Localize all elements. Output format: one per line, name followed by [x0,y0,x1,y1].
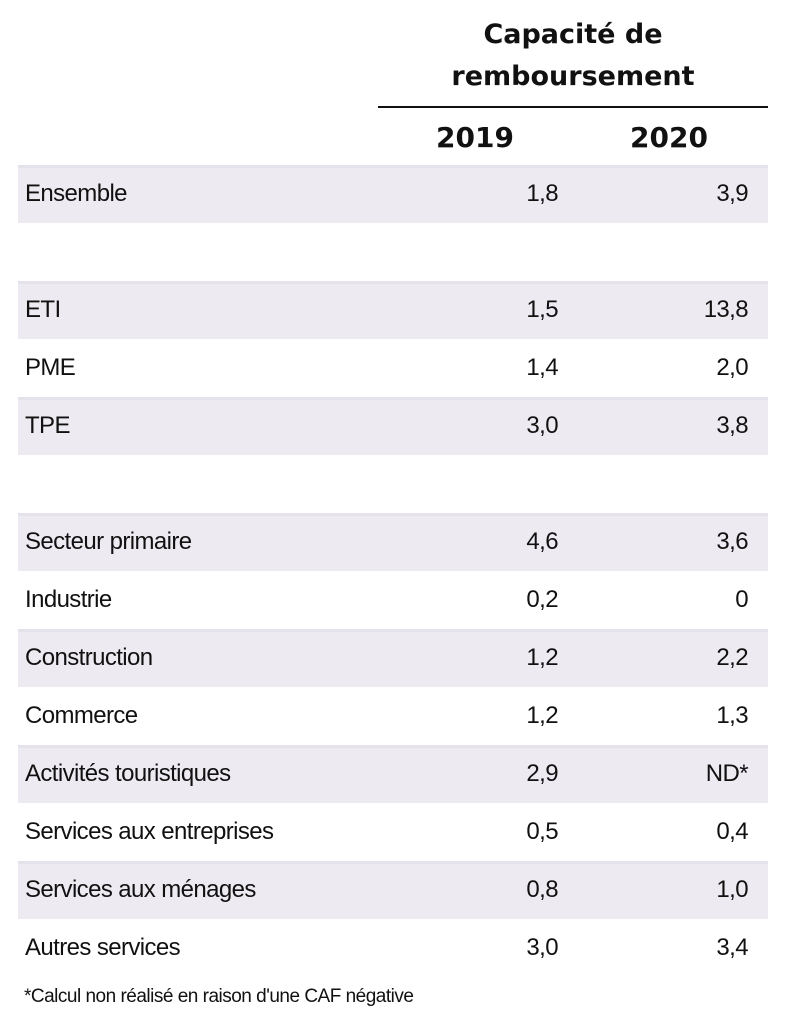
value-2020: ND* [705,760,749,787]
value-2019: 0,5 [526,818,558,845]
table-row: PME 1,4 2,0 [18,339,768,397]
value-2019: 3,0 [526,934,558,961]
value-2020: 3,9 [716,180,748,207]
value-2020: 3,6 [716,528,748,555]
title-line-1: Capacité de [483,19,663,50]
value-2020: 2,2 [716,644,748,671]
row-label: Services aux entreprises [25,818,274,845]
value-2019: 1,8 [526,180,558,207]
table-row: Secteur primaire 4,6 3,6 [18,513,768,571]
value-2019: 0,8 [526,876,558,903]
title-line-2: remboursement [451,61,695,92]
row-label: Autres services [25,934,181,961]
row-label: Industrie [25,586,112,613]
value-2019: 1,5 [526,296,558,323]
value-2020: 0 [735,586,748,613]
value-2019: 2,9 [526,760,558,787]
table-row: Construction 1,2 2,2 [18,629,768,687]
value-2020: 1,3 [716,702,748,729]
value-2019: 1,4 [526,354,558,381]
data-table: Ensemble 1,8 3,9 ETI 1,5 13,8 PME 1,4 2,… [18,165,768,977]
row-label: Secteur primaire [25,528,192,555]
row-label: Services aux ménages [25,876,256,903]
row-label: Activités touristiques [25,760,231,787]
value-2019: 4,6 [526,528,558,555]
value-2020: 13,8 [703,296,749,323]
value-2020: 1,0 [716,876,748,903]
year-header-2020: 2020 [630,121,708,154]
value-2020: 2,0 [716,354,748,381]
row-label: Ensemble [25,180,128,207]
table-row: ETI 1,5 13,8 [18,281,768,339]
group-spacer [18,455,768,513]
table-row: TPE 3,0 3,8 [18,397,768,455]
row-label: Construction [25,644,153,671]
table-row: Services aux entreprises 0,5 0,4 [18,803,768,861]
footnote: *Calcul non réalisé en raison d'une CAF … [24,986,414,1007]
table-row: Activités touristiques 2,9 ND* [18,745,768,803]
value-2020: 3,8 [716,412,748,439]
table-row: Services aux ménages 0,8 1,0 [18,861,768,919]
row-label: PME [25,354,76,381]
value-2020: 3,4 [716,934,748,961]
value-2019: 3,0 [526,412,558,439]
column-group-title: Capacité de remboursement [378,14,768,98]
table-row: Industrie 0,2 0 [18,571,768,629]
value-2019: 1,2 [526,702,558,729]
table-row: Autres services 3,0 3,4 [18,919,768,977]
header-rule [378,106,768,108]
value-2020: 0,4 [716,818,748,845]
value-2019: 0,2 [526,586,558,613]
table-row: Ensemble 1,8 3,9 [18,165,768,223]
value-2019: 1,2 [526,644,558,671]
row-label: Commerce [25,702,138,729]
row-label: ETI [25,296,61,323]
row-label: TPE [25,412,70,439]
group-spacer [18,223,768,281]
year-header-2019: 2019 [436,121,514,154]
table-row: Commerce 1,2 1,3 [18,687,768,745]
